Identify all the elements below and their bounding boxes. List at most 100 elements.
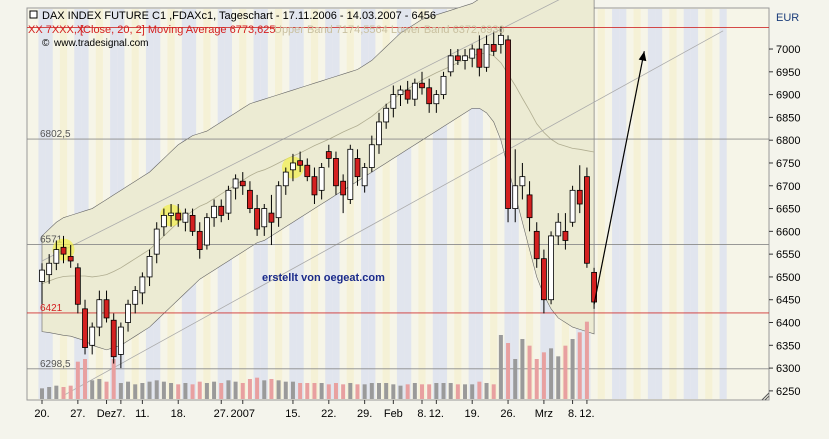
y-tick-label: 6900: [776, 90, 800, 102]
plot-area[interactable]: 6802,5 6571 6421 6298,5: [26, 0, 770, 401]
y-tick-label: 6700: [776, 181, 800, 193]
candle-body: [354, 158, 361, 178]
volume-bar: [68, 385, 73, 399]
volume-bar: [326, 384, 331, 399]
volume-bar: [470, 384, 475, 399]
candle-body: [541, 258, 547, 301]
volume-bar: [140, 383, 145, 399]
candle: [189, 208, 196, 236]
volume-bar: [240, 383, 245, 399]
candle-body: [46, 262, 53, 276]
volume-bar: [111, 359, 116, 399]
volume-bar: [577, 332, 582, 399]
volume-bar: [154, 380, 159, 399]
y-axis: 6250 6300 6350 6400 6450 6500 6550 6600 6650 6700…: [769, 44, 800, 398]
candle-body: [146, 256, 153, 278]
candle: [282, 167, 289, 195]
volume-bar: [484, 383, 489, 399]
x-axis: 20. 27. Dez 7. 11. 18. 27. 2007 15. 22. 29. Feb 8. 12…: [34, 400, 595, 420]
window-menu-icon[interactable]: [29, 10, 38, 19]
candle-body: [576, 189, 583, 205]
volume-bar: [190, 384, 195, 399]
candle: [204, 213, 210, 250]
x-tick-label: Mrz: [535, 408, 553, 420]
candle-body: [447, 55, 454, 73]
volume-bar: [398, 385, 403, 399]
candle-body: [383, 107, 390, 123]
candle: [361, 162, 368, 193]
candle: [211, 199, 217, 227]
stripe: [439, 9, 448, 399]
candle: [46, 254, 53, 284]
candle-body: [368, 144, 375, 168]
candle-body: [548, 235, 554, 301]
chart-title: DAX INDEX FUTURE C1 ,FDAXc1, Tageschart …: [42, 10, 436, 22]
candle: [254, 194, 261, 236]
stripe: [418, 9, 426, 399]
candle-body: [218, 205, 225, 216]
volume-bar: [126, 381, 131, 399]
candle-body: [419, 82, 425, 89]
candle: [225, 185, 232, 220]
stripe: [719, 9, 727, 399]
volume-bar: [262, 380, 267, 399]
volume-bar: [147, 381, 152, 399]
candle-body: [268, 212, 275, 223]
candle: [541, 249, 547, 314]
stripe: [432, 9, 440, 399]
volume-bar: [319, 383, 324, 399]
volume-bar: [412, 383, 417, 399]
stripe: [38, 9, 46, 399]
candle: [397, 85, 404, 106]
x-tick-label: 20.: [34, 408, 49, 420]
candle-body: [110, 319, 117, 358]
y-tick-label: 6800: [776, 135, 800, 147]
candle: [153, 222, 160, 264]
volume-bar: [348, 383, 353, 399]
moving-average-line: [41, 53, 595, 285]
candle: [67, 245, 74, 268]
source-label: www.tradesignal.com: [53, 38, 148, 49]
candle: [53, 240, 60, 271]
candle-body: [533, 230, 540, 260]
candle-body: [340, 180, 347, 196]
candle: [376, 112, 382, 154]
candle-body: [189, 214, 196, 232]
level-label: 6802,5: [40, 129, 71, 140]
x-tick-label: 8.: [568, 408, 577, 420]
volume-bar: [527, 345, 532, 399]
x-tick-label: Feb: [384, 408, 403, 420]
candle: [39, 263, 45, 305]
candle: [146, 249, 153, 287]
volume-bar: [441, 383, 446, 399]
resize-grip-icon[interactable]: [761, 392, 770, 401]
candle-body: [60, 246, 67, 255]
candle: [60, 235, 67, 264]
candle: [139, 272, 146, 305]
volume-bar: [584, 321, 589, 399]
x-tick-label: 7.: [116, 408, 125, 420]
y-tick-label: 6450: [776, 295, 800, 307]
candle-body: [211, 205, 217, 219]
candle: [433, 90, 440, 113]
channel-line: [63, 30, 724, 396]
candle-body: [526, 194, 533, 219]
volume-bar: [47, 387, 52, 399]
volume-bar: [448, 383, 453, 399]
watermark: erstellt von oegeat.com: [262, 272, 385, 284]
stripe: [468, 9, 476, 399]
volume-bar: [305, 383, 310, 399]
stripe: [490, 9, 498, 399]
volume-bar: [247, 379, 252, 399]
volume-bar: [333, 383, 338, 399]
candle: [440, 71, 447, 100]
candle: [490, 30, 497, 56]
stripe: [647, 9, 656, 399]
volume-bar: [283, 381, 288, 399]
x-tick-label: 27.: [70, 408, 85, 420]
candle-body: [469, 48, 476, 59]
volume-bar: [226, 380, 231, 399]
volume-bar: [183, 383, 188, 399]
candle: [555, 213, 562, 246]
